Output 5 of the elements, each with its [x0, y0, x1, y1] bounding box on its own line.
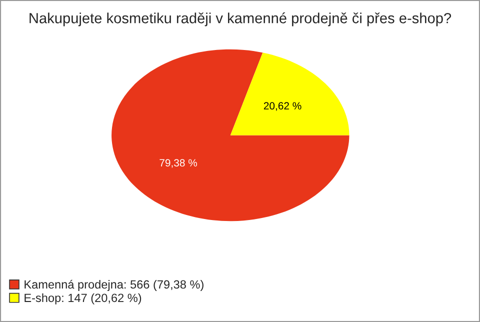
data-label: 20,62 % — [264, 102, 302, 111]
legend-label: Kamenná prodejna: 566 (79,38 %) — [24, 280, 204, 291]
legend-label: E-shop: 147 (20,62 %) — [24, 293, 142, 304]
data-label: 79,38 % — [160, 159, 198, 168]
chart-title: Nakupujete kosmetiku raději v kamenné prodejně či přes e-shop? — [30, 12, 452, 26]
